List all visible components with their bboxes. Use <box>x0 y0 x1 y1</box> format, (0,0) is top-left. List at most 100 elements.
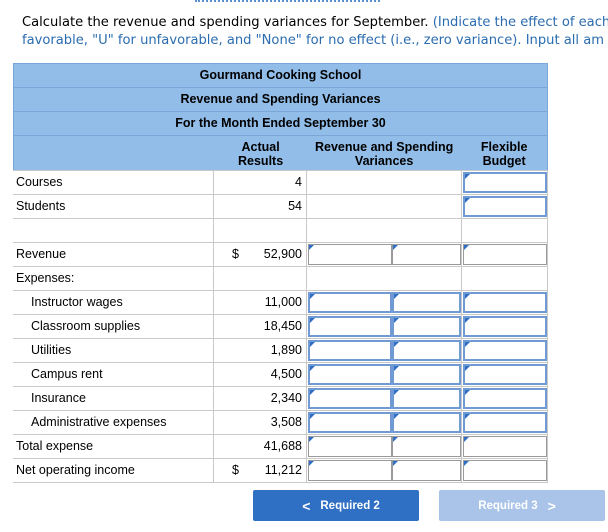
next-required-button[interactable]: Required 3 > <box>439 490 605 521</box>
variance-amount-input-administrative-expenses[interactable] <box>308 412 392 433</box>
variance-effect-select-revenue[interactable] <box>392 244 461 265</box>
row-label: Insurance <box>13 387 214 410</box>
row-label: Net operating income <box>13 459 214 482</box>
variance-effect-select-campus-rent[interactable] <box>392 364 461 385</box>
flexible-budget-input-insurance[interactable] <box>463 388 547 409</box>
table-row-net-operating-income: Net operating income $11,212 <box>13 459 548 483</box>
row-label: Classroom supplies <box>13 315 214 338</box>
variance-amount-input-instructor-wages[interactable] <box>308 292 392 313</box>
table-row-total-expense: Total expense 41,688 <box>13 435 548 459</box>
table-row-expenses: Expenses: <box>13 267 548 291</box>
table-row-insurance: Insurance 2,340 <box>13 387 548 411</box>
flexible-cell <box>462 411 548 434</box>
variance-amount-input-revenue[interactable] <box>308 244 392 265</box>
variance-effect-select-net-operating-income[interactable] <box>392 460 461 481</box>
previous-required-button[interactable]: < Required 2 <box>253 490 419 521</box>
flexible-cell <box>462 291 548 314</box>
table-row-courses: Courses 4 <box>13 170 548 195</box>
variance-effect-select-utilities[interactable] <box>392 340 461 361</box>
flexible-cell <box>462 363 548 386</box>
variance-amount-input-classroom-supplies[interactable] <box>308 316 392 337</box>
flexible-budget-input-utilities[interactable] <box>463 340 547 361</box>
table-row-campus-rent: Campus rent 4,500 <box>13 363 548 387</box>
variances-header: Revenue and Spending Variances <box>315 140 454 168</box>
flexible-budget-input-students[interactable] <box>463 196 547 217</box>
row-label: Students <box>13 195 214 218</box>
previous-required-label: Required 2 <box>320 499 380 512</box>
actual-value: 2,340 <box>214 387 307 410</box>
row-label: Administrative expenses <box>13 411 214 434</box>
actual-value: 11,000 <box>214 291 307 314</box>
variance-effect-select-instructor-wages[interactable] <box>392 292 461 313</box>
report-name: Revenue and Spending Variances <box>14 88 547 112</box>
variance-effect-select-administrative-expenses[interactable] <box>392 412 461 433</box>
report-period: For the Month Ended September 30 <box>14 112 547 136</box>
table-row-classroom-supplies: Classroom supplies 18,450 <box>13 315 548 339</box>
currency-symbol: $ <box>232 247 239 261</box>
flexible-budget-input-campus-rent[interactable] <box>463 364 547 385</box>
flexible-budget-input-courses[interactable] <box>463 172 547 193</box>
variance-amount-input-insurance[interactable] <box>308 388 392 409</box>
top-dotted-divider <box>195 0 380 2</box>
row-label: Utilities <box>13 339 214 362</box>
actual-value: $11,212 <box>214 459 307 482</box>
flexible-budget-header: Flexible Budget <box>480 140 528 168</box>
variance-effect-select-total-expense[interactable] <box>392 436 461 457</box>
variance-effect-select-classroom-supplies[interactable] <box>392 316 461 337</box>
blank-row <box>13 219 548 243</box>
variance-amount-input-utilities[interactable] <box>308 340 392 361</box>
row-label: Campus rent <box>13 363 214 386</box>
flexible-cell <box>462 339 548 362</box>
instructions-note-continued: favorable, "U" for unfavorable, and "Non… <box>22 33 605 48</box>
variance-report-table: Gourmand Cooking School Revenue and Spen… <box>13 63 548 483</box>
variance-cell <box>307 243 462 266</box>
flexible-cell <box>462 315 548 338</box>
row-label: Instructor wages <box>13 291 214 314</box>
actual-value: 3,508 <box>214 411 307 434</box>
flexible-budget-input-administrative-expenses[interactable] <box>463 412 547 433</box>
variance-cell <box>307 195 462 218</box>
flexible-cell <box>462 435 548 458</box>
variance-cell <box>307 435 462 458</box>
variance-cell <box>307 411 462 434</box>
currency-symbol: $ <box>232 463 239 477</box>
next-required-label: Required 3 <box>478 499 538 512</box>
chevron-left-icon: < <box>302 497 311 514</box>
variance-effect-select-insurance[interactable] <box>392 388 461 409</box>
flexible-budget-input-net-operating-income[interactable] <box>463 460 547 481</box>
chevron-right-icon: > <box>547 497 556 514</box>
variance-cell <box>307 339 462 362</box>
variance-cell <box>307 315 462 338</box>
table-row-administrative-expenses: Administrative expenses 3,508 <box>13 411 548 435</box>
variance-amount-input-net-operating-income[interactable] <box>308 460 392 481</box>
instructions-text: Calculate the revenue and spending varia… <box>22 15 433 30</box>
report-company: Gourmand Cooking School <box>14 64 547 88</box>
actual-value: 18,450 <box>214 315 307 338</box>
flexible-budget-input-revenue[interactable] <box>463 244 547 265</box>
actual-value: 1,890 <box>214 339 307 362</box>
variance-amount-input-campus-rent[interactable] <box>308 364 392 385</box>
row-label: Total expense <box>13 435 214 458</box>
variance-cell <box>307 291 462 314</box>
table-row-utilities: Utilities 1,890 <box>13 339 548 363</box>
flexible-budget-input-classroom-supplies[interactable] <box>463 316 547 337</box>
flexible-cell <box>462 387 548 410</box>
column-headers: Actual Results Revenue and Spending Vari… <box>14 136 547 170</box>
row-label: Courses <box>13 171 214 194</box>
variance-cell <box>307 459 462 482</box>
actual-results-header: Actual Results <box>238 140 284 168</box>
actual-value: 4 <box>214 171 307 194</box>
flexible-cell <box>462 243 548 266</box>
instructions: Calculate the revenue and spending varia… <box>22 14 608 50</box>
actual-value: 4,500 <box>214 363 307 386</box>
variance-amount-input-total-expense[interactable] <box>308 436 392 457</box>
row-label: Revenue <box>13 243 214 266</box>
flexible-budget-input-total-expense[interactable] <box>463 436 547 457</box>
table-row-instructor-wages: Instructor wages 11,000 <box>13 291 548 315</box>
row-label: Expenses: <box>13 267 214 290</box>
flexible-cell <box>462 195 548 218</box>
navigation-buttons: < Required 2 Required 3 > <box>253 490 605 521</box>
flexible-cell <box>462 171 548 194</box>
flexible-budget-input-instructor-wages[interactable] <box>463 292 547 313</box>
actual-value: 41,688 <box>214 435 307 458</box>
